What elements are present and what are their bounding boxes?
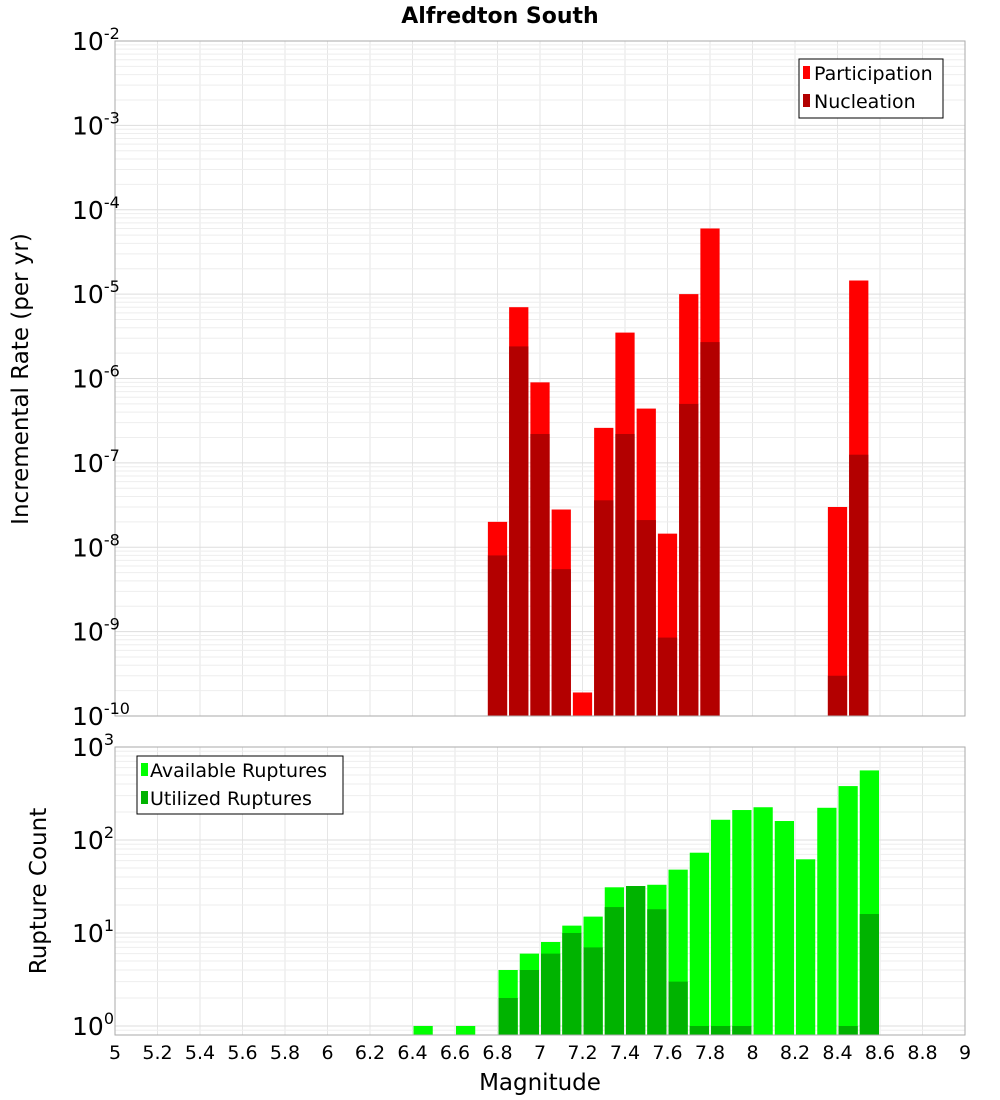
bar-utilized-ruptures [711,1025,731,1035]
bar-utilized-ruptures [668,981,688,1035]
x-tick-label: 5.8 [270,1042,300,1064]
bar-nucleation [487,555,508,716]
bottom-y-ticks: 100 101 102 103 [72,730,114,1041]
bottom-plot-bars [413,770,879,1035]
bar-available-ruptures [413,1025,433,1035]
bar-utilized-ruptures [562,932,582,1035]
x-tick-label: 5 [109,1042,121,1064]
bar-nucleation [700,342,720,716]
x-tick-label: 6.8 [482,1042,512,1064]
bar-utilized-ruptures [583,947,603,1035]
x-tick-label: 7.4 [610,1042,640,1064]
top-legend: Participation Nucleation [798,58,944,119]
bar-available-ruptures [796,859,816,1035]
bar-available-ruptures [732,810,752,1035]
bar-utilized-ruptures [859,914,879,1035]
x-tick-label: 7.2 [567,1042,597,1064]
y-tick-label: 10-2 [72,24,120,56]
x-tick-label: 6.2 [355,1042,385,1064]
legend-label-utilized-ruptures: Utilized Ruptures [150,788,312,810]
legend-swatch-nucleation [803,94,810,107]
x-tick-label: 8.6 [865,1042,895,1064]
y-tick-label: 10-4 [72,193,120,225]
y-tick-label: 102 [72,823,114,855]
x-tick-label: 5.2 [142,1042,172,1064]
bar-nucleation [657,637,678,716]
bar-utilized-ruptures [647,909,667,1035]
bar-utilized-ruptures [604,907,624,1035]
bar-utilized-ruptures [626,886,646,1035]
top-plot-bars [487,228,869,716]
y-tick-label: 10-3 [72,108,120,140]
legend-swatch-utilized-ruptures [141,791,148,804]
bar-available-ruptures [711,819,731,1035]
x-axis-title: Magnitude [479,1070,601,1096]
x-tick-label: 5.4 [185,1042,215,1064]
x-tick-label: 8.4 [822,1042,852,1064]
x-tick-label: 6.6 [440,1042,470,1064]
bottom-y-axis-title: Rupture Count [26,808,52,974]
bar-nucleation [594,500,614,716]
bar-available-ruptures [753,807,773,1035]
bar-nucleation [551,569,571,716]
bar-nucleation [509,346,529,716]
legend-swatch-participation [803,66,810,79]
top-y-ticks: 10-10 10-9 10-8 10-7 10-6 10-5 10-4 10-3 10-2 [72,24,130,731]
legend-label-participation: Participation [814,63,933,85]
legend-swatch-available-ruptures [141,763,148,776]
bar-utilized-ruptures [838,1025,858,1035]
x-tick-label: 7 [534,1042,546,1064]
x-ticks: 5 5.2 5.4 5.6 5.8 6 6.2 6.4 6.6 6.8 7 7.2 7.4 7.6 7.8 8… [109,1042,971,1064]
bar-available-ruptures [689,852,709,1035]
y-tick-label: 10-5 [72,277,120,309]
bar-participation [827,506,848,716]
bar-available-ruptures [456,1025,476,1035]
y-tick-label: 10-9 [72,615,120,647]
x-tick-label: 6.4 [397,1042,427,1064]
x-tick-label: 7.8 [695,1042,725,1064]
bar-nucleation [679,403,699,716]
x-tick-label: 9 [959,1042,971,1064]
bar-utilized-ruptures [498,997,518,1035]
legend-label-nucleation: Nucleation [814,91,916,113]
bar-utilized-ruptures [689,1025,709,1035]
y-tick-label: 101 [72,916,114,948]
bar-participation [572,692,593,716]
bar-nucleation [530,433,550,716]
x-tick-label: 6 [321,1042,333,1064]
y-tick-label: 100 [72,1009,114,1041]
x-tick-label: 7.6 [652,1042,682,1064]
bar-nucleation [636,520,656,716]
x-tick-label: 8.2 [780,1042,810,1064]
chart-title: Alfredton South [401,4,598,29]
bar-nucleation [849,454,869,716]
y-tick-label: 10-10 [72,699,130,731]
bar-nucleation [615,433,635,716]
bar-nucleation [827,675,848,716]
bar-available-ruptures [774,821,794,1035]
legend-label-available-ruptures: Available Ruptures [150,760,327,782]
x-tick-label: 8.8 [907,1042,937,1064]
y-tick-label: 103 [72,730,114,762]
x-tick-label: 5.6 [227,1042,257,1064]
bar-utilized-ruptures [519,969,539,1035]
top-legend-box [798,58,944,119]
bar-utilized-ruptures [732,1025,752,1035]
bottom-legend-box [136,755,344,815]
top-y-axis-title: Incremental Rate (per yr) [8,233,34,525]
bar-available-ruptures [817,807,837,1035]
y-tick-label: 10-8 [72,530,120,562]
bottom-plot-frame [114,746,966,1036]
x-tick-label: 8 [746,1042,758,1064]
y-tick-label: 10-6 [72,362,120,394]
bar-utilized-ruptures [541,953,561,1035]
top-plot-frame [114,40,966,717]
y-tick-label: 10-7 [72,446,120,478]
bottom-legend: Available Ruptures Utilized Ruptures [136,755,344,815]
bar-available-ruptures [838,786,858,1035]
